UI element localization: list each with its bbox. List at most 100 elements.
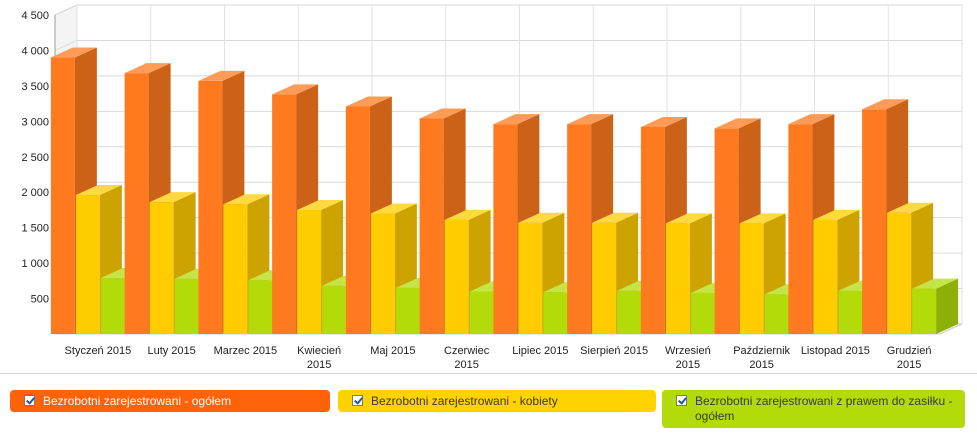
bar-top bbox=[788, 114, 835, 125]
bar bbox=[419, 118, 444, 335]
bar bbox=[272, 94, 297, 334]
bar bbox=[912, 288, 937, 334]
chart-area: 4 500 4 000 3 500 3 000 2 500 2 000 1 500 1 000… bbox=[21, 4, 963, 371]
bar bbox=[322, 285, 347, 334]
bar bbox=[838, 290, 863, 334]
bar-top bbox=[50, 47, 97, 58]
y-tick-label: 1 000 bbox=[21, 258, 49, 270]
category-label: 2015 bbox=[897, 359, 921, 371]
y-tick-label: 2 500 bbox=[21, 152, 49, 164]
bar bbox=[788, 124, 813, 335]
bar-top bbox=[297, 199, 344, 210]
bar-chart: 4 500 4 000 3 500 3 000 2 500 2 000 1 500 1 000… bbox=[21, 4, 963, 371]
bar bbox=[690, 292, 715, 334]
bar bbox=[739, 223, 764, 334]
y-tick-label: 3 500 bbox=[21, 81, 49, 93]
category-label: Listopad 2015 bbox=[801, 345, 870, 357]
bar-top bbox=[198, 70, 245, 81]
bar-top bbox=[345, 96, 392, 107]
bar-top bbox=[149, 192, 196, 203]
bar-side bbox=[936, 278, 959, 334]
category-label: Wrzesień bbox=[665, 345, 711, 357]
bar bbox=[617, 290, 642, 334]
bar bbox=[640, 127, 665, 334]
bar bbox=[174, 278, 199, 334]
category-label: Grudzień bbox=[887, 345, 932, 357]
bar bbox=[370, 213, 395, 334]
bar-top bbox=[419, 108, 466, 119]
bar-top bbox=[640, 117, 687, 128]
category-label: 2015 bbox=[454, 359, 478, 371]
legend-item-ogolem[interactable]: Bezrobotni zarejestrowani - ogółem bbox=[10, 390, 330, 412]
legend-label: Bezrobotni zarejestrowani - ogółem bbox=[43, 394, 232, 408]
bar bbox=[297, 209, 322, 334]
bar-top bbox=[912, 278, 959, 289]
legend: Bezrobotni zarejestrowani - ogółem Bezro… bbox=[0, 373, 977, 435]
bar-top bbox=[739, 213, 786, 224]
category-label: Sierpień 2015 bbox=[580, 345, 648, 357]
bar-top bbox=[592, 212, 639, 223]
bar-top bbox=[518, 212, 565, 223]
category-label: Październik bbox=[733, 345, 790, 357]
category-label: Czerwiec bbox=[444, 345, 490, 357]
bar bbox=[469, 291, 494, 334]
checkbox-icon[interactable] bbox=[676, 395, 687, 406]
bar bbox=[124, 73, 149, 334]
bar bbox=[50, 57, 75, 335]
bar bbox=[100, 277, 125, 334]
bar bbox=[345, 106, 370, 335]
bar-top bbox=[444, 209, 491, 220]
category-label: Lipiec 2015 bbox=[512, 345, 568, 357]
y-tick-label: 4 000 bbox=[21, 45, 49, 57]
checkbox-icon[interactable] bbox=[352, 395, 363, 406]
bar-top bbox=[665, 213, 712, 224]
bar-top bbox=[124, 63, 171, 74]
bar-top bbox=[370, 203, 417, 214]
bar bbox=[444, 219, 469, 334]
category-label: Marzec 2015 bbox=[214, 345, 278, 357]
bar bbox=[75, 195, 100, 334]
bar bbox=[518, 222, 543, 334]
bar-top bbox=[223, 194, 270, 205]
y-tick-label: 4 500 bbox=[21, 10, 49, 22]
bar bbox=[567, 124, 592, 335]
legend-label-line1: Bezrobotni zarejestrowani z prawem do za… bbox=[695, 394, 953, 408]
bar-top bbox=[567, 114, 614, 125]
y-tick-label: 2 000 bbox=[21, 187, 49, 199]
bar bbox=[714, 128, 739, 334]
bar bbox=[223, 204, 248, 334]
legend-label: Bezrobotni zarejestrowani z prawem do za… bbox=[695, 394, 952, 424]
category-label: Kwiecień bbox=[297, 345, 341, 357]
category-label: Styczeń 2015 bbox=[65, 345, 132, 357]
category-label: 2015 bbox=[676, 359, 700, 371]
category-label: 2015 bbox=[307, 359, 331, 371]
bar-top bbox=[272, 84, 319, 95]
bar bbox=[198, 80, 223, 334]
bar bbox=[887, 212, 912, 334]
category-label: Maj 2015 bbox=[370, 345, 415, 357]
y-tick-label: 500 bbox=[31, 294, 49, 306]
y-tick-label: 1 500 bbox=[21, 223, 49, 235]
bar bbox=[248, 280, 273, 334]
bar-top bbox=[813, 209, 860, 220]
bar bbox=[543, 292, 568, 334]
bar bbox=[592, 222, 617, 334]
bar bbox=[493, 124, 518, 335]
category-label: 2015 bbox=[749, 359, 773, 371]
bar-top bbox=[714, 118, 761, 129]
bar-top bbox=[887, 202, 934, 213]
legend-item-z-prawem-do-zasilku[interactable]: Bezrobotni zarejestrowani z prawem do za… bbox=[662, 390, 965, 428]
bar bbox=[862, 109, 887, 334]
legend-label: Bezrobotni zarejestrowani - kobiety bbox=[371, 394, 558, 408]
bar bbox=[149, 202, 174, 334]
bar bbox=[665, 223, 690, 334]
checkbox-icon[interactable] bbox=[24, 395, 35, 406]
y-tick-label: 3 000 bbox=[21, 116, 49, 128]
bar-top bbox=[75, 185, 122, 196]
bar bbox=[764, 294, 789, 334]
legend-label-line2: ogółem bbox=[695, 409, 735, 423]
legend-item-kobiety[interactable]: Bezrobotni zarejestrowani - kobiety bbox=[338, 390, 656, 412]
bar-top bbox=[862, 99, 909, 110]
bar bbox=[395, 287, 420, 334]
bar-top bbox=[493, 114, 540, 125]
